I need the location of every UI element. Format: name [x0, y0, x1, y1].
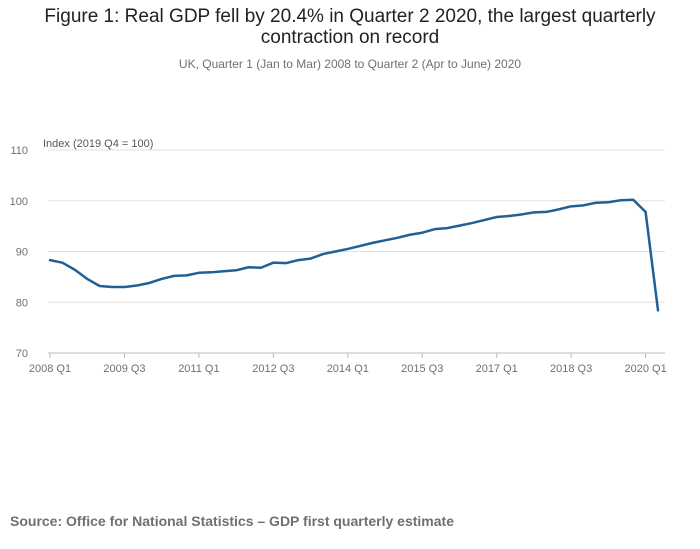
data-point [235, 269, 238, 272]
data-points [49, 198, 659, 312]
data-point [495, 215, 498, 218]
data-point [545, 210, 548, 213]
y-axis-ticks: 70 80 90 100 110 [10, 145, 28, 360]
data-point [309, 257, 312, 260]
gridlines [48, 149, 665, 303]
data-point [570, 205, 573, 208]
series-line-gdp-index [48, 198, 660, 312]
x-axis-ticks: 2008 Q1 2009 Q3 2011 Q1 2012 Q3 2014 Q1 2015 … [29, 353, 667, 375]
data-point [446, 227, 449, 230]
chart-subtitle: UK, Quarter 1 (Jan to Mar) 2008 to Quart… [178, 57, 522, 71]
data-point [359, 244, 362, 247]
data-point [384, 239, 387, 242]
data-point [148, 281, 151, 284]
x-tick-label: 2018 Q3 [550, 363, 592, 375]
data-point [334, 250, 337, 253]
data-point [470, 222, 473, 225]
data-point [73, 268, 76, 271]
x-tick-label: 2017 Q1 [476, 363, 518, 375]
data-point [657, 309, 659, 312]
data-point [49, 259, 51, 262]
y-tick-label: 70 [16, 348, 28, 360]
data-point [508, 214, 511, 217]
data-point [297, 259, 300, 262]
data-point [594, 201, 597, 204]
x-tick-label: 2011 Q1 [178, 363, 219, 375]
data-point [160, 277, 163, 280]
data-point [458, 224, 461, 227]
y-axis-label: Index (2019 Q4 = 100) [43, 138, 153, 150]
chart-title: Figure 1: Real GDP fell by 20.4% in Quar… [44, 6, 656, 48]
data-point [557, 208, 560, 211]
y-tick-label: 100 [10, 196, 28, 208]
data-point [173, 274, 176, 277]
y-tick-label: 80 [16, 297, 28, 309]
data-point [421, 231, 424, 234]
data-point [197, 271, 200, 274]
x-tick-label: 2014 Q1 [327, 363, 369, 375]
data-point [259, 266, 262, 269]
data-point [321, 253, 324, 256]
data-point [396, 236, 399, 239]
data-point [61, 261, 64, 264]
data-point [247, 266, 250, 269]
x-tick-label: 2020 Q1 [624, 363, 666, 375]
data-point [98, 285, 101, 288]
data-point [86, 277, 89, 280]
x-tick-label: 2015 Q3 [401, 363, 443, 375]
data-point [433, 228, 436, 231]
data-point [632, 198, 635, 201]
data-point [111, 286, 114, 289]
data-point [371, 241, 374, 244]
data-point [222, 270, 225, 273]
data-point [483, 219, 486, 222]
data-point [644, 210, 647, 213]
x-tick-label: 2012 Q3 [252, 363, 294, 375]
data-point [185, 274, 188, 277]
data-point [408, 233, 411, 236]
data-point [607, 201, 610, 204]
data-point [272, 261, 275, 264]
data-point [520, 213, 523, 216]
data-point [284, 262, 287, 265]
x-tick-label: 2009 Q3 [103, 363, 145, 375]
data-point [532, 211, 535, 214]
data-point [123, 286, 126, 289]
data-point [619, 199, 622, 202]
data-point [210, 271, 213, 274]
x-tick-label: 2008 Q1 [29, 363, 71, 375]
data-point [582, 204, 585, 207]
data-point [346, 247, 349, 250]
data-point [135, 284, 138, 287]
source-note: Source: Office for National Statistics –… [10, 513, 454, 529]
y-tick-label: 90 [16, 247, 28, 259]
y-tick-label: 110 [10, 145, 28, 157]
